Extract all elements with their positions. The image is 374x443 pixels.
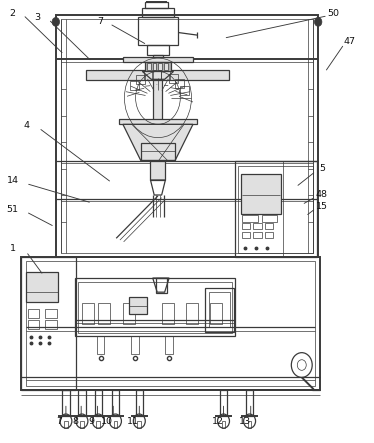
Bar: [210, 303, 222, 324]
Bar: [186, 303, 198, 324]
Text: 12: 12: [212, 416, 224, 426]
Text: 7: 7: [56, 416, 62, 426]
Bar: [242, 223, 250, 229]
Bar: [253, 223, 261, 229]
Bar: [180, 86, 188, 95]
Bar: [129, 297, 147, 314]
Bar: [28, 309, 39, 318]
Text: 48: 48: [316, 190, 328, 198]
Bar: [235, 161, 317, 257]
Bar: [153, 80, 162, 124]
Bar: [153, 63, 156, 70]
Bar: [86, 70, 230, 80]
Bar: [45, 320, 57, 329]
Bar: [283, 161, 317, 257]
Text: 7: 7: [98, 17, 104, 27]
Bar: [175, 79, 184, 88]
Bar: [264, 223, 273, 229]
Text: 47: 47: [343, 37, 355, 46]
Bar: [147, 45, 169, 54]
Text: 8: 8: [72, 416, 78, 426]
Bar: [62, 390, 70, 416]
Text: 15: 15: [316, 202, 328, 210]
Bar: [145, 2, 168, 8]
Bar: [136, 75, 145, 84]
Bar: [222, 421, 226, 428]
Text: 10: 10: [101, 416, 113, 426]
Bar: [96, 421, 100, 428]
Bar: [264, 232, 273, 238]
Bar: [165, 336, 173, 354]
Bar: [238, 166, 313, 253]
Bar: [61, 19, 313, 253]
Bar: [145, 62, 171, 71]
Bar: [28, 320, 39, 329]
Bar: [56, 15, 318, 257]
Bar: [75, 278, 235, 336]
Bar: [156, 278, 167, 293]
Bar: [162, 303, 174, 324]
Bar: [80, 421, 84, 428]
Bar: [119, 119, 197, 124]
Bar: [114, 421, 117, 428]
Bar: [158, 63, 162, 70]
Bar: [98, 303, 110, 324]
Bar: [147, 63, 151, 70]
Text: 13: 13: [239, 416, 251, 426]
Bar: [112, 390, 119, 416]
Bar: [242, 215, 258, 222]
Bar: [130, 81, 139, 89]
Text: 5: 5: [319, 164, 325, 173]
Bar: [123, 57, 193, 62]
Polygon shape: [142, 71, 174, 79]
Circle shape: [52, 17, 59, 26]
Bar: [123, 303, 135, 324]
Text: 50: 50: [327, 8, 339, 18]
Text: 3: 3: [34, 13, 40, 22]
Bar: [138, 17, 178, 45]
Bar: [64, 421, 68, 428]
Bar: [153, 54, 163, 71]
Bar: [153, 70, 162, 79]
Text: 4: 4: [24, 121, 30, 130]
Bar: [21, 257, 320, 390]
Bar: [169, 74, 178, 83]
Text: 14: 14: [7, 176, 19, 185]
Text: 11: 11: [127, 416, 140, 426]
Bar: [95, 390, 102, 416]
Bar: [261, 215, 277, 222]
Bar: [220, 390, 227, 416]
Bar: [97, 336, 104, 354]
Bar: [45, 309, 57, 318]
Polygon shape: [123, 124, 193, 160]
Bar: [241, 174, 281, 214]
Bar: [26, 272, 58, 302]
Bar: [141, 143, 175, 159]
Bar: [209, 292, 230, 327]
Text: 51: 51: [7, 205, 19, 214]
Bar: [137, 421, 141, 428]
Bar: [26, 261, 315, 386]
Bar: [78, 390, 86, 416]
Bar: [253, 232, 261, 238]
Bar: [144, 71, 153, 80]
Bar: [242, 232, 250, 238]
Bar: [246, 390, 253, 416]
Bar: [147, 0, 166, 2]
Bar: [82, 303, 94, 324]
Bar: [131, 336, 138, 354]
Bar: [161, 71, 170, 80]
Bar: [136, 390, 143, 416]
Bar: [21, 257, 76, 390]
Text: 1: 1: [10, 245, 16, 253]
Bar: [78, 282, 232, 333]
Bar: [164, 63, 168, 70]
Circle shape: [315, 17, 322, 26]
Bar: [248, 421, 251, 428]
Bar: [150, 160, 165, 180]
Bar: [141, 8, 174, 17]
Text: 9: 9: [89, 416, 95, 426]
Text: 2: 2: [9, 8, 15, 18]
Bar: [205, 288, 234, 332]
